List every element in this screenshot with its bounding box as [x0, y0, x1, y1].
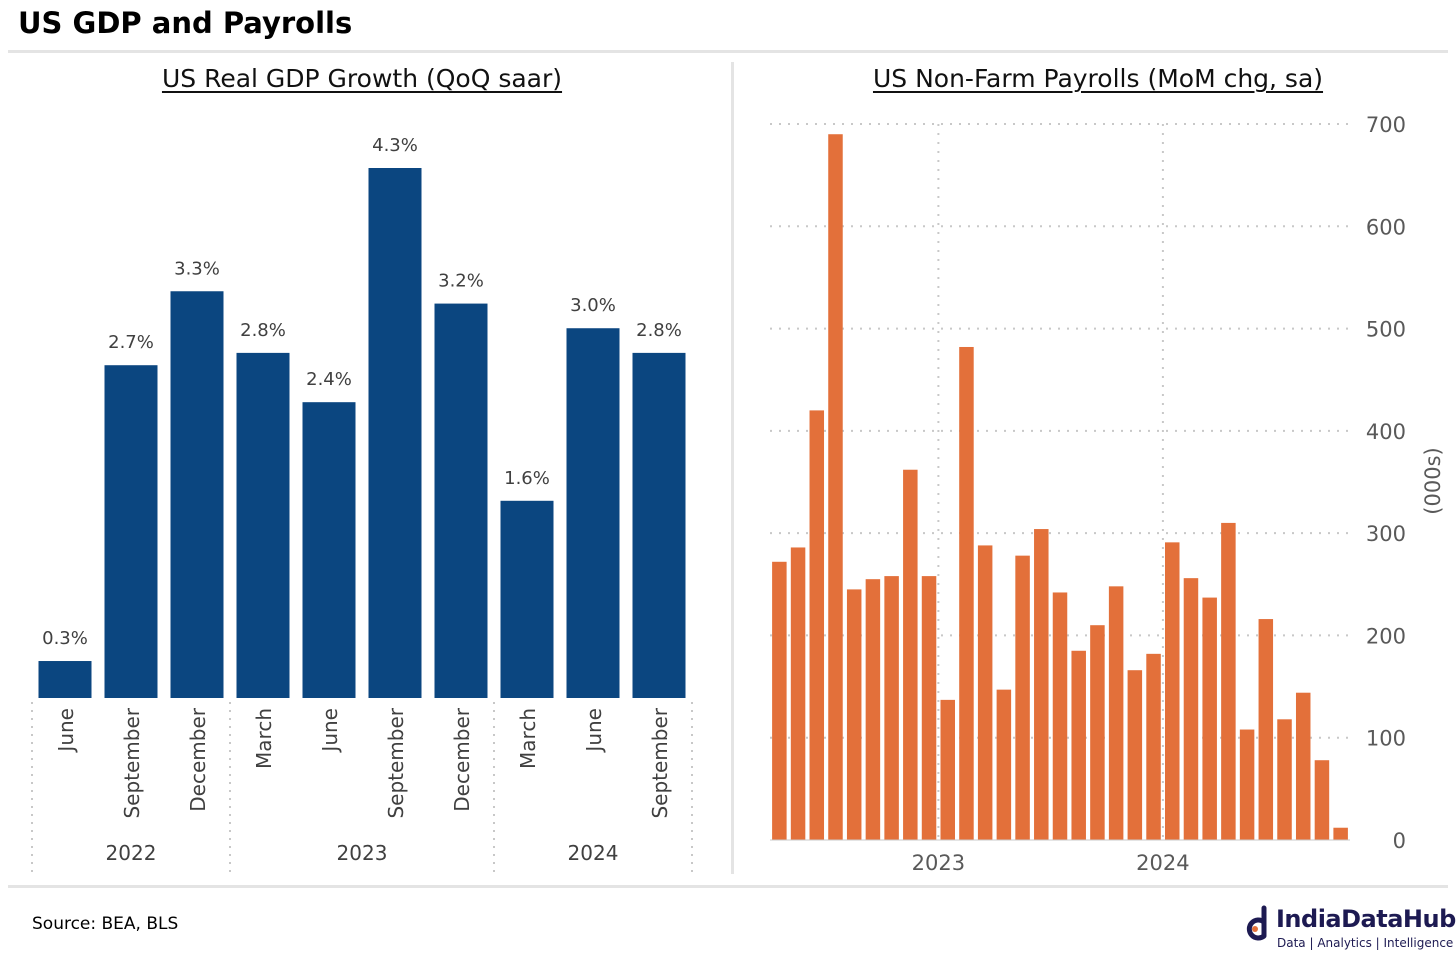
- nfp-bar: [1333, 827, 1348, 840]
- nfp-bar: [1108, 586, 1124, 840]
- logo-d-icon: [1246, 905, 1267, 941]
- logo-name: IndiaDataHub: [1276, 905, 1456, 933]
- nfp-bar: [809, 410, 825, 840]
- gdp-data-label: 3.2%: [438, 271, 484, 292]
- main-title: US GDP and Payrolls: [18, 6, 353, 40]
- gdp-bar: [104, 365, 158, 698]
- nfp-y-tick-label: 0: [1393, 829, 1406, 853]
- nfp-bar: [1277, 719, 1292, 840]
- nfp-bar: [884, 576, 899, 840]
- gdp-category-label: December: [450, 707, 474, 811]
- nfp-bar: [1183, 578, 1199, 840]
- gdp-bar: [170, 291, 224, 698]
- nfp-bar: [1090, 625, 1105, 840]
- gdp-data-label: 2.8%: [240, 320, 286, 341]
- gdp-category-label: September: [384, 707, 408, 818]
- gdp-bar: [302, 402, 356, 698]
- gdp-data-label: 3.0%: [570, 295, 616, 316]
- nfp-bar: [1165, 542, 1180, 840]
- gdp-category-label: June: [318, 708, 342, 754]
- nfp-x-tick-label: 2023: [912, 851, 965, 875]
- gdp-data-label: 4.3%: [372, 135, 418, 156]
- nfp-bar: [828, 134, 843, 840]
- nfp-bar: [1314, 760, 1330, 840]
- nfp-y-tick-label: 700: [1366, 113, 1406, 137]
- logo-tagline: Data | Analytics | Intelligence: [1277, 936, 1454, 950]
- nfp-x-tick-label: 2024: [1136, 851, 1189, 875]
- gdp-bar: [566, 328, 620, 698]
- nfp-y-tick-label: 100: [1366, 727, 1406, 751]
- gdp-category-label: September: [120, 707, 144, 818]
- nfp-bar: [846, 589, 862, 840]
- gdp-data-label: 1.6%: [504, 468, 550, 489]
- nfp-y-tick-label: 600: [1366, 215, 1406, 239]
- nfp-bar: [1127, 670, 1143, 840]
- gdp-bar: [38, 661, 92, 698]
- nfp-bar: [903, 469, 918, 840]
- gdp-category-label: June: [54, 708, 78, 754]
- gdp-bar: [368, 168, 422, 698]
- gdp-bar: [632, 352, 686, 698]
- gdp-data-label: 2.7%: [108, 332, 154, 353]
- nfp-bar: [959, 346, 974, 840]
- nfp-bar: [1015, 555, 1030, 840]
- gdp-data-label: 2.4%: [306, 369, 352, 390]
- gdp-year-label: 2022: [106, 841, 157, 865]
- gdp-bar: [236, 352, 290, 698]
- gdp-year-label: 2024: [568, 841, 619, 865]
- gdp-chart-title: US Real GDP Growth (QoQ saar): [161, 64, 563, 93]
- gdp-category-label: December: [186, 707, 210, 811]
- nfp-bar: [1146, 653, 1161, 840]
- nfp-bar: [921, 576, 937, 840]
- nfp-bar: [1221, 522, 1236, 840]
- nfp-bar: [772, 561, 787, 840]
- nfp-bar: [996, 689, 1012, 840]
- nfp-bar: [1052, 592, 1068, 840]
- gdp-data-label: 0.3%: [42, 628, 88, 649]
- source-note: Source: BEA, BLS: [32, 914, 179, 934]
- gdp-category-label: June: [582, 708, 606, 754]
- nfp-y-tick-label: 500: [1366, 318, 1406, 342]
- nfp-y-tick-label: 300: [1366, 522, 1406, 546]
- nfp-bar: [790, 547, 806, 840]
- nfp-bar: [1034, 529, 1049, 840]
- gdp-growth-chart: 0.3% June 2.7% September 3.3% December 2.8% Mar…: [31, 135, 693, 874]
- nfp-bar: [865, 579, 881, 840]
- nfp-y-tick-label: 400: [1366, 420, 1406, 444]
- gdp-data-label: 2.8%: [636, 320, 682, 341]
- gdp-year-label: 2023: [337, 841, 388, 865]
- nfp-bar: [1295, 692, 1311, 840]
- nfp-bar: [1202, 597, 1217, 840]
- gdp-category-label: March: [516, 708, 540, 769]
- nfp-bar: [977, 545, 993, 840]
- nfp-bar: [1071, 650, 1086, 840]
- nfp-y-tick-label: 200: [1366, 624, 1406, 648]
- nfp-bar: [1239, 729, 1255, 840]
- payrolls-chart-title: US Non-Farm Payrolls (MoM chg, sa): [872, 64, 1324, 93]
- top-divider: [8, 50, 1448, 53]
- gdp-category-label: September: [648, 707, 672, 818]
- gdp-category-label: March: [252, 708, 276, 769]
- panel-divider: [731, 62, 734, 874]
- bottom-divider: [8, 885, 1448, 888]
- nfp-bar: [940, 699, 955, 840]
- gdp-data-label: 3.3%: [174, 258, 220, 279]
- nfp-y-axis-title: (000s): [1421, 447, 1445, 514]
- gdp-bar: [434, 303, 488, 698]
- gdp-bar: [500, 500, 554, 698]
- payrolls-chart: 0 100 200 300 400 500 600 700 (000s) 2023 2024: [770, 113, 1445, 875]
- logo: IndiaDataHub Data | Analytics | Intellig…: [1244, 904, 1456, 956]
- nfp-bar: [1258, 619, 1274, 840]
